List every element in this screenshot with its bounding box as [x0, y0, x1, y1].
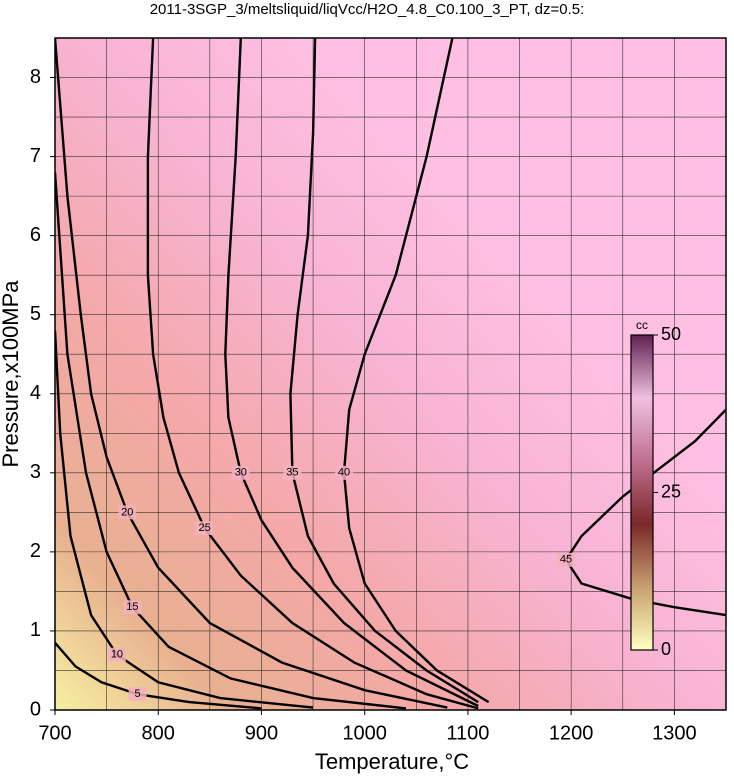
colorbar-tick-label: 0: [661, 639, 671, 659]
y-tick-label: 7: [30, 145, 41, 167]
contour-label-bg: [283, 465, 302, 480]
y-tick-label: 3: [30, 461, 41, 483]
colorbar-tick-label: 25: [661, 481, 681, 501]
contour-line: [55, 330, 314, 709]
contour-label: 30: [235, 467, 247, 479]
contour-line: [146, 38, 479, 710]
colorbar: [630, 334, 654, 651]
contour-label-bg: [123, 600, 142, 615]
y-tick-label: 8: [30, 66, 41, 88]
x-tick-label: 1300: [652, 722, 697, 744]
contour-label: 45: [560, 554, 572, 566]
colorbar-tick-label: 50: [661, 324, 681, 344]
contour-label: 20: [121, 506, 133, 518]
contour-line: [55, 642, 262, 710]
colorbar-label: cc: [636, 318, 648, 332]
contour-label: 25: [199, 522, 211, 534]
contour-label-bg: [195, 521, 214, 536]
y-tick-label: 5: [30, 303, 41, 325]
x-tick-label: 800: [142, 722, 175, 744]
x-tick-label: 1200: [549, 722, 594, 744]
contour-line: [564, 408, 726, 617]
x-tick-label: 700: [38, 722, 71, 744]
x-tick-label: 1100: [446, 722, 489, 744]
contour-label-bg: [556, 552, 575, 567]
x-tick-label: 900: [245, 722, 278, 744]
x-axis-label: Temperature,°C: [315, 749, 469, 774]
plot-frame: [54, 37, 727, 711]
x-tick-label: 1000: [342, 722, 387, 744]
contour-label-bg: [118, 505, 137, 520]
contour-label-bg: [335, 465, 354, 480]
y-tick-label: 1: [30, 619, 41, 641]
plot-background: [55, 38, 726, 710]
y-tick-label: 2: [30, 540, 41, 562]
y-tick-label: 4: [30, 382, 41, 404]
contour-label-bg: [107, 647, 126, 662]
contour-label-bg: [128, 687, 147, 702]
y-tick-label: 0: [30, 698, 41, 720]
contour-label: 40: [338, 467, 350, 479]
contour-label: 10: [111, 649, 123, 661]
y-tick-label: 6: [30, 224, 41, 246]
contour-label-bg: [231, 465, 250, 480]
contour-label: 15: [126, 601, 138, 613]
contour-label: 35: [286, 467, 298, 479]
chart-title: 2011-3SGP_3/meltsliquid/liqVcc/H2O_4.8_C…: [150, 1, 585, 18]
contour-label: 5: [135, 688, 141, 700]
y-axis-label: Pressure,x100MPa: [0, 280, 23, 468]
